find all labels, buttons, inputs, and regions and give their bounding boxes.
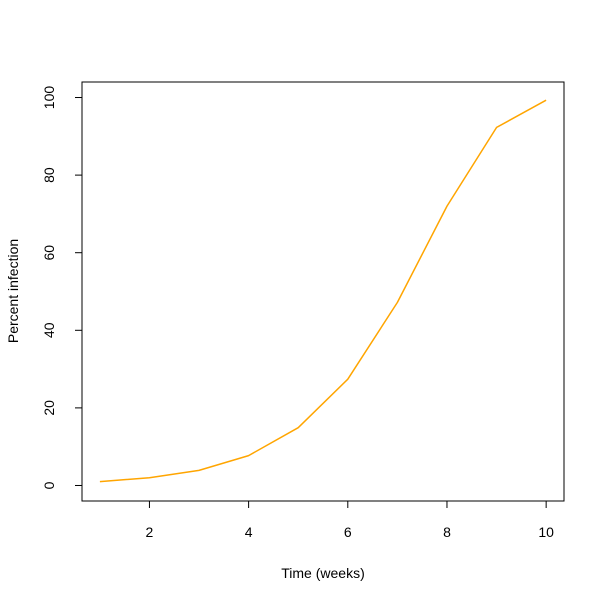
- x-axis-title: Time (weeks): [281, 565, 365, 581]
- x-axis: 2 4 6 8 10: [146, 500, 554, 540]
- y-tick-label: 20: [41, 400, 57, 416]
- y-tick-label: 100: [41, 86, 57, 110]
- y-axis: 0 20 40 60 80 100: [41, 86, 83, 489]
- series-line-0: [99, 99, 547, 483]
- y-axis-title: Percent infection: [5, 239, 21, 343]
- series-layer: [99, 99, 547, 483]
- plot-frame: [81, 81, 565, 502]
- y-tick-label: 40: [41, 322, 57, 338]
- x-tick-label: 4: [245, 524, 253, 540]
- y-tick-label: 80: [41, 167, 57, 183]
- y-tick-label: 60: [41, 245, 57, 261]
- x-tick-label: 10: [538, 524, 554, 540]
- x-tick-label: 8: [443, 524, 451, 540]
- x-tick-label: 6: [344, 524, 352, 540]
- y-tick-label: 0: [41, 481, 57, 489]
- x-tick-label: 2: [146, 524, 154, 540]
